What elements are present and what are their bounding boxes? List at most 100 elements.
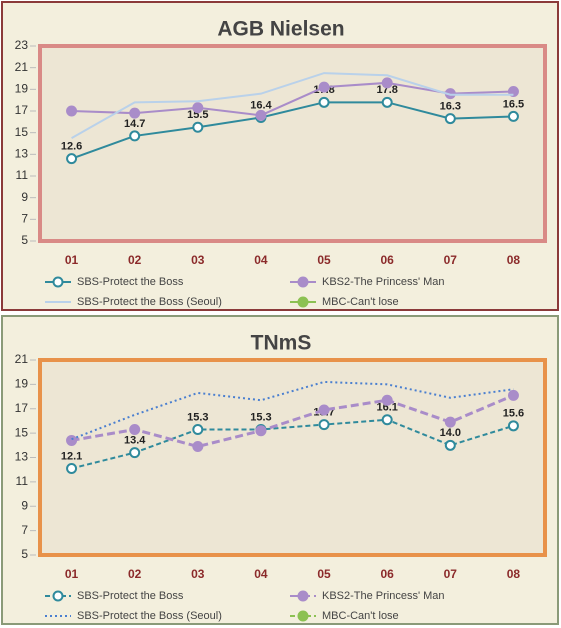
y-tick-label: 9: [21, 498, 28, 512]
y-tick-label: 19: [15, 82, 29, 96]
point: [192, 441, 204, 453]
data-label: 13.4: [124, 435, 146, 447]
point: [66, 434, 78, 446]
legend-label: SBS-Protect the Boss (Seoul): [77, 296, 222, 308]
point: [192, 102, 204, 114]
y-tick-label: 13: [15, 450, 29, 464]
x-tick-label: 08: [507, 567, 521, 581]
data-label: 12.1: [61, 450, 82, 462]
legend-marker: [297, 296, 309, 308]
point: [66, 105, 78, 117]
point: [381, 96, 393, 108]
point: [318, 96, 330, 108]
data-label: 16.1: [376, 402, 397, 414]
series-line: [71, 393, 515, 449]
data-label: 15.3: [250, 411, 271, 423]
y-tick-label: 19: [15, 377, 29, 391]
x-tick-label: 01: [65, 567, 79, 581]
y-tick-label: 9: [21, 190, 28, 204]
point: [66, 462, 78, 474]
series-line: [71, 418, 514, 470]
y-tick-label: 11: [16, 168, 29, 182]
data-label: 15.5: [187, 109, 208, 121]
y-tick-label: 15: [15, 125, 29, 139]
data-label: 16.3: [440, 100, 461, 112]
x-tick-label: 04: [254, 567, 268, 581]
plot-area: [38, 44, 547, 243]
series-line: [71, 380, 514, 441]
y-tick-label: 17: [15, 103, 29, 117]
data-label: 14.0: [440, 427, 461, 439]
y-tick-label: 7: [21, 523, 28, 537]
y-tick-label: 23: [15, 38, 29, 52]
point: [255, 425, 267, 437]
data-label: 15.6: [503, 408, 524, 420]
legend-marker: [52, 276, 64, 288]
point: [507, 110, 519, 122]
point: [381, 414, 393, 426]
point: [507, 420, 519, 432]
x-tick-label: 03: [191, 567, 205, 581]
x-tick-label: 04: [254, 253, 268, 267]
legend-label: KBS2-The Princess' Man: [322, 276, 445, 288]
x-tick-label: 07: [444, 253, 458, 267]
x-tick-label: 06: [381, 253, 395, 267]
point: [318, 419, 330, 431]
y-tick-label: 17: [15, 401, 29, 415]
point: [129, 423, 141, 435]
point: [192, 423, 204, 435]
x-tick-label: 02: [128, 567, 142, 581]
data-label: 16.4: [250, 99, 272, 111]
x-tick-label: 06: [381, 567, 395, 581]
data-label: 12.6: [61, 141, 82, 153]
point: [66, 153, 78, 165]
legend-label: MBC-Can't lose: [322, 296, 399, 308]
y-tick-label: 7: [21, 212, 28, 226]
legend-marker: [297, 276, 309, 288]
series-line: [71, 72, 514, 139]
x-tick-label: 08: [507, 253, 521, 267]
y-tick-label: 21: [15, 60, 29, 74]
point: [381, 394, 393, 406]
point: [129, 107, 141, 119]
point: [381, 77, 393, 89]
point: [507, 389, 519, 401]
y-tick-label: 5: [21, 233, 28, 247]
plot-area: [38, 358, 547, 557]
chart-title: AGB Nielsen: [217, 18, 344, 41]
x-tick-label: 01: [65, 253, 79, 267]
y-tick-label: 21: [15, 352, 29, 366]
y-tick-label: 15: [15, 425, 29, 439]
data-label: 15.3: [187, 411, 208, 423]
point: [318, 404, 330, 416]
legend-marker: [297, 590, 309, 602]
data-label: 14.7: [124, 118, 145, 130]
legend-label: SBS-Protect the Boss: [77, 276, 184, 288]
x-tick-label: 02: [128, 253, 142, 267]
legend-label: SBS-Protect the Boss (Seoul): [77, 610, 222, 622]
data-label: 16.5: [503, 98, 524, 110]
y-tick-label: 11: [16, 474, 29, 488]
y-tick-label: 13: [15, 147, 29, 161]
point: [255, 109, 267, 121]
x-tick-label: 07: [444, 567, 458, 581]
series-line: [71, 101, 514, 160]
point: [192, 121, 204, 133]
legend-marker: [297, 610, 309, 622]
point: [129, 130, 141, 142]
y-tick-label: 5: [21, 547, 28, 561]
legend-label: MBC-Can't lose: [322, 610, 399, 622]
x-tick-label: 03: [191, 253, 205, 267]
point: [444, 113, 456, 125]
data-label: 17.8: [376, 84, 397, 96]
point: [318, 81, 330, 93]
x-tick-label: 05: [317, 567, 331, 581]
chart-title: TNmS: [251, 332, 312, 355]
point: [444, 416, 456, 428]
legend-label: KBS2-The Princess' Man: [322, 590, 445, 602]
x-tick-label: 05: [317, 253, 331, 267]
legend-label: SBS-Protect the Boss: [77, 590, 184, 602]
point: [129, 447, 141, 459]
legend-marker: [52, 590, 64, 602]
